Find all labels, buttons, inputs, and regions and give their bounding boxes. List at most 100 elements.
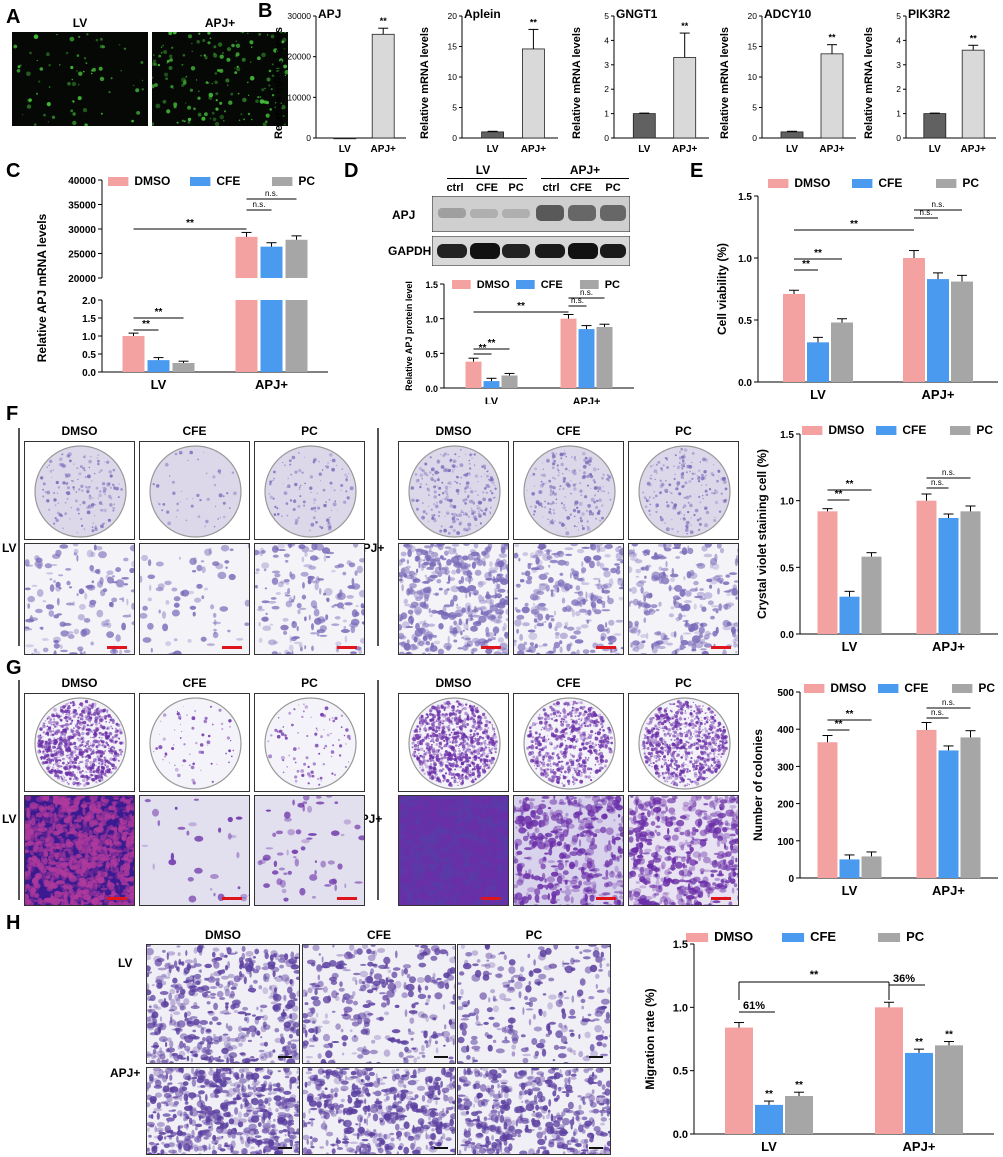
colony-dot bbox=[559, 485, 562, 488]
colony-dot bbox=[666, 466, 669, 469]
fluorescent-cell bbox=[181, 119, 185, 123]
stained-cell bbox=[533, 554, 538, 558]
fluorescent-cell bbox=[257, 56, 261, 60]
stained-cell bbox=[642, 591, 650, 598]
stained-cell bbox=[561, 597, 566, 604]
colony-dot bbox=[108, 745, 111, 748]
colony-dot bbox=[167, 521, 172, 526]
stained-cell bbox=[615, 552, 623, 560]
stained-cell bbox=[38, 853, 43, 856]
stained-cell bbox=[441, 557, 447, 561]
stained-cell bbox=[722, 603, 732, 610]
colony-dot bbox=[555, 453, 557, 455]
stained-cell bbox=[695, 587, 698, 592]
stained-cell bbox=[123, 825, 127, 829]
stained-cell bbox=[699, 597, 707, 601]
colony-dish bbox=[139, 693, 250, 792]
colony-dot bbox=[62, 758, 64, 760]
fluorescent-cell bbox=[234, 67, 236, 69]
fluorescent-cell bbox=[282, 115, 285, 117]
stained-cell bbox=[671, 567, 674, 576]
colony-dot bbox=[340, 484, 344, 487]
colony-dot bbox=[65, 482, 68, 485]
colony-dot bbox=[40, 476, 44, 480]
stained-cell bbox=[494, 633, 497, 637]
stained-cell bbox=[107, 834, 115, 838]
colony-dot bbox=[76, 781, 80, 785]
stained-cell bbox=[189, 605, 197, 610]
colony-dot bbox=[96, 457, 98, 459]
colony-dot bbox=[84, 762, 89, 766]
stained-cell bbox=[460, 630, 463, 636]
stained-cell bbox=[196, 564, 203, 572]
colony-dot bbox=[569, 513, 572, 516]
colony-dot bbox=[109, 757, 113, 761]
colony-dot bbox=[302, 710, 305, 713]
stained-cell bbox=[724, 603, 728, 611]
fluorescent-cell bbox=[38, 80, 41, 83]
stained-cell bbox=[164, 580, 172, 586]
stained-cell bbox=[59, 885, 67, 888]
colony-dot bbox=[647, 500, 649, 502]
fluorescent-cell bbox=[187, 120, 191, 124]
stained-cell bbox=[39, 796, 44, 801]
colony-dot bbox=[95, 727, 100, 731]
fluorescent-cell bbox=[249, 40, 254, 45]
bar bbox=[839, 596, 860, 634]
colony-dot bbox=[489, 512, 492, 514]
stained-cell bbox=[274, 547, 279, 550]
stained-cell bbox=[95, 833, 99, 839]
stained-cell bbox=[499, 642, 508, 650]
fluorescent-cell bbox=[284, 32, 286, 34]
colony-dot bbox=[231, 755, 233, 758]
colony-dot bbox=[654, 478, 656, 481]
stained-cell bbox=[412, 578, 420, 581]
stained-cell bbox=[452, 547, 457, 553]
colony-dot bbox=[94, 730, 97, 734]
stained-cell bbox=[718, 603, 722, 611]
stained-cell bbox=[608, 578, 614, 586]
colony-dot bbox=[582, 464, 587, 469]
stained-cell bbox=[97, 568, 101, 575]
colony-dot bbox=[471, 509, 473, 512]
colony-dot bbox=[40, 736, 43, 739]
stained-cell bbox=[270, 597, 277, 600]
stained-cell bbox=[133, 895, 134, 901]
row-label-lv-g: LV bbox=[2, 812, 17, 826]
stained-cell bbox=[43, 863, 48, 871]
colony-dot bbox=[159, 720, 162, 723]
stained-cell bbox=[219, 606, 229, 612]
colony-dot bbox=[463, 513, 465, 516]
colony-dot bbox=[95, 760, 98, 763]
colony-dot bbox=[603, 490, 605, 493]
stained-cell bbox=[514, 607, 518, 611]
stained-cell bbox=[129, 813, 133, 819]
fluorescent-cell bbox=[211, 111, 215, 115]
colony-dot bbox=[200, 769, 202, 771]
colony-dot bbox=[192, 762, 195, 766]
stained-cell bbox=[53, 579, 56, 584]
colony-dot bbox=[313, 498, 317, 502]
fluorescent-cell bbox=[213, 53, 218, 58]
colony-dot bbox=[419, 485, 422, 489]
colony-dot bbox=[59, 752, 64, 757]
colony-dot bbox=[470, 490, 474, 494]
stained-cell bbox=[550, 617, 555, 622]
stained-cell bbox=[123, 847, 128, 853]
fluorescent-cell bbox=[191, 125, 193, 126]
colony-dot bbox=[581, 451, 586, 456]
colony-dot bbox=[421, 478, 423, 480]
stained-cell bbox=[93, 846, 99, 850]
colony-dot bbox=[484, 508, 488, 512]
colony-dot bbox=[189, 753, 191, 755]
stained-cell bbox=[237, 886, 241, 890]
colony-dot bbox=[48, 508, 51, 511]
stained-cell bbox=[196, 583, 203, 589]
stained-cell bbox=[314, 583, 319, 591]
stained-cell bbox=[665, 560, 668, 568]
stained-cell bbox=[52, 822, 56, 830]
stained-cell bbox=[122, 614, 132, 618]
stained-cell bbox=[80, 629, 87, 637]
colony-dot bbox=[674, 503, 678, 507]
colony-dot bbox=[44, 754, 47, 758]
